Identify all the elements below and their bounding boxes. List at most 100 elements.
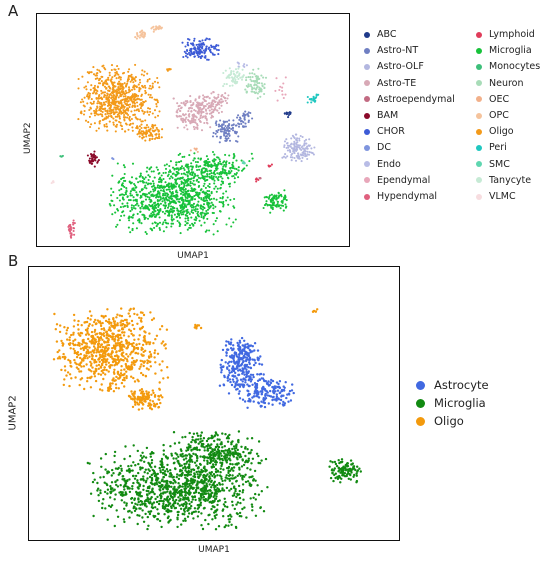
scatter-point — [207, 102, 211, 105]
scatter-point — [244, 473, 247, 476]
scatter-point — [199, 326, 203, 330]
scatter-point — [284, 76, 287, 79]
scatter-point — [204, 175, 207, 178]
scatter-point — [147, 368, 150, 371]
scatter-point — [281, 86, 284, 89]
scatter-point — [111, 96, 114, 99]
legend-marker-icon — [364, 80, 370, 87]
scatter-point — [109, 387, 113, 391]
scatter-point — [116, 223, 119, 226]
scatter-point — [126, 202, 129, 205]
scatter-point — [90, 160, 93, 163]
scatter-point — [107, 104, 110, 107]
scatter-point — [166, 470, 170, 473]
scatter-point — [109, 204, 112, 207]
scatter-point — [204, 39, 207, 42]
scatter-point — [155, 166, 158, 169]
scatter-point — [175, 163, 178, 166]
scatter-point — [184, 55, 188, 58]
scatter-point — [95, 354, 98, 358]
scatter-point — [106, 129, 109, 132]
scatter-point — [214, 164, 217, 167]
scatter-point — [273, 398, 276, 401]
scatter-point — [154, 129, 157, 132]
scatter-point — [106, 92, 109, 96]
scatter-point — [144, 91, 148, 94]
scatter-point — [266, 204, 269, 207]
scatter-point — [134, 184, 137, 187]
scatter-point — [193, 198, 197, 201]
scatter-point — [228, 355, 232, 358]
scatter-point — [145, 187, 148, 190]
scatter-point — [98, 122, 101, 125]
scatter-point — [216, 483, 219, 487]
scatter-point — [198, 104, 201, 107]
scatter-point — [68, 384, 71, 388]
scatter-point — [151, 203, 154, 206]
scatter-point — [115, 509, 118, 512]
scatter-point — [66, 371, 70, 374]
scatter-point — [108, 107, 111, 110]
scatter-point — [219, 135, 222, 138]
legend-marker-icon — [476, 193, 482, 200]
scatter-point — [301, 147, 305, 150]
scatter-point — [162, 171, 165, 175]
scatter-point — [257, 402, 261, 405]
scatter-point — [133, 363, 136, 366]
scatter-point — [183, 168, 186, 172]
legend-marker-icon — [476, 47, 482, 54]
legend-item: OPC — [476, 110, 509, 121]
scatter-point — [252, 496, 255, 499]
scatter-point — [200, 172, 203, 175]
scatter-point — [183, 50, 186, 53]
scatter-point — [160, 26, 163, 29]
scatter-point — [168, 164, 171, 168]
scatter-point — [141, 176, 144, 179]
scatter-point — [132, 199, 135, 202]
scatter-point — [129, 98, 132, 101]
scatter-point — [225, 132, 228, 135]
scatter-point — [117, 73, 120, 76]
scatter-point — [301, 135, 304, 139]
scatter-point — [133, 182, 136, 186]
scatter-point — [125, 504, 128, 507]
scatter-point — [86, 350, 90, 353]
scatter-point — [173, 213, 176, 216]
scatter-point — [116, 372, 120, 375]
scatter-point — [206, 178, 209, 181]
scatter-point — [192, 115, 195, 118]
scatter-point — [171, 222, 175, 225]
series-astro-nt — [211, 110, 254, 144]
scatter-point — [125, 370, 128, 373]
scatter-point — [95, 109, 98, 112]
scatter-point — [257, 358, 260, 362]
scatter-point — [223, 127, 226, 130]
scatter-point — [230, 338, 233, 341]
scatter-point — [194, 510, 197, 513]
scatter-point — [308, 98, 311, 101]
scatter-point — [228, 479, 231, 482]
scatter-point — [196, 50, 199, 54]
scatter-point — [263, 401, 267, 405]
scatter-point — [100, 383, 103, 386]
scatter-point — [275, 393, 278, 396]
scatter-point — [179, 109, 182, 113]
scatter-point — [152, 201, 156, 205]
scatter-point — [126, 79, 130, 82]
scatter-point — [213, 179, 216, 182]
scatter-point — [72, 339, 75, 343]
scatter-point — [130, 73, 133, 76]
scatter-point — [127, 335, 130, 338]
series-neuron — [244, 67, 268, 100]
scatter-point — [93, 84, 97, 87]
scatter-point — [119, 108, 122, 111]
scatter-point — [306, 150, 309, 153]
scatter-point — [84, 119, 88, 122]
series-ependymal — [274, 76, 287, 102]
scatter-point — [129, 194, 132, 197]
scatter-point — [149, 200, 152, 203]
scatter-point — [275, 397, 278, 400]
scatter-point — [140, 320, 143, 323]
scatter-point — [197, 210, 200, 213]
scatter-point — [121, 98, 124, 102]
